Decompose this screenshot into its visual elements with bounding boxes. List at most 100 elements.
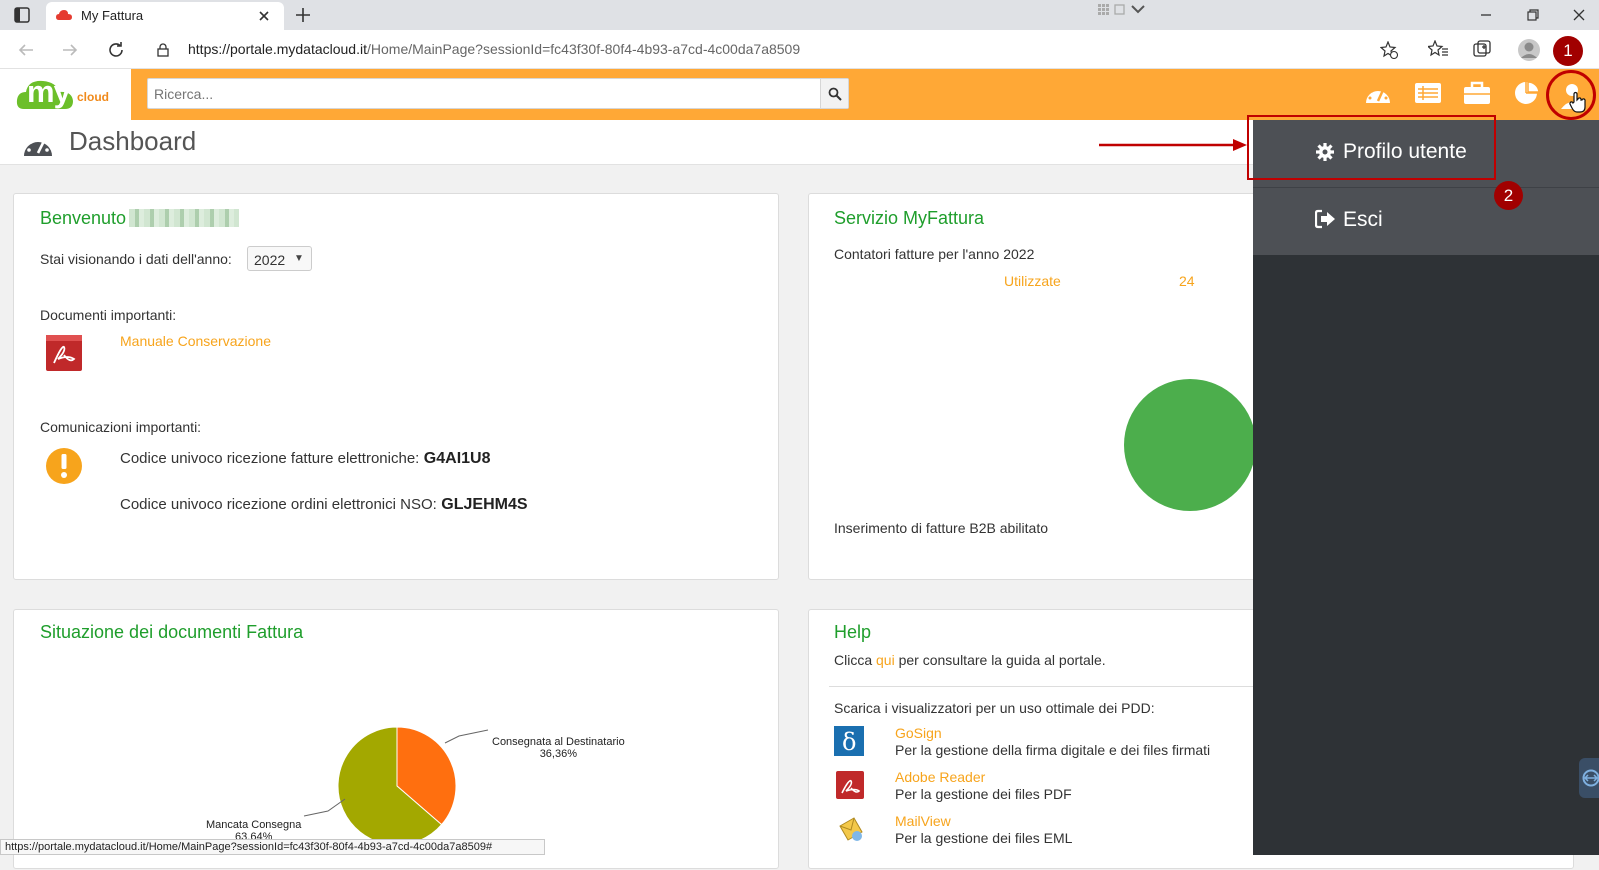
- browser-tab[interactable]: My Fattura: [46, 2, 284, 30]
- menu-divider: [1253, 187, 1599, 188]
- search-input[interactable]: [154, 79, 804, 108]
- search-button[interactable]: [820, 79, 848, 108]
- help-click-post: per consultare la guida al portale.: [898, 652, 1106, 668]
- help-guide-line: Clicca qui per consultare la guida al po…: [834, 652, 1106, 668]
- url-field[interactable]: https://portale.mydatacloud.it/Home/Main…: [143, 34, 1398, 65]
- pie-label-undelivered-name: Mancata Consegna: [206, 819, 302, 831]
- logo-subtext: cloud: [77, 90, 109, 104]
- annotation-step-1: 1: [1553, 36, 1583, 66]
- cloud-favicon-icon: [56, 10, 72, 20]
- pie-chart-icon[interactable]: [1513, 80, 1541, 106]
- mydatacloud-logo[interactable]: my cloud: [0, 69, 131, 120]
- gosign-link[interactable]: GoSign: [895, 725, 942, 741]
- logout-menu-label: Esci: [1343, 208, 1383, 231]
- gosign-desc: Per la gestione della firma digitale e d…: [895, 742, 1211, 758]
- window-tools-icon[interactable]: [1098, 3, 1148, 17]
- svg-text:δ: δ: [842, 728, 856, 756]
- annotation-step-2: 2: [1494, 181, 1523, 210]
- user-dropdown-menu: Profilo utente Esci: [1253, 120, 1599, 855]
- collections-icon[interactable]: [1473, 40, 1493, 58]
- browser-tabbar: My Fattura: [0, 0, 1599, 30]
- user-menu-button[interactable]: [1546, 70, 1596, 120]
- page-title: Dashboard: [69, 126, 197, 156]
- help-guide-link[interactable]: qui: [876, 652, 895, 668]
- documents-status-pie-chart: [303, 726, 489, 846]
- search-box: [147, 78, 849, 109]
- dashboard-gauge-icon[interactable]: [1364, 81, 1392, 105]
- welcome-title: Benvenuto: [40, 208, 127, 228]
- service-title: Servizio MyFattura: [834, 208, 985, 228]
- add-favorite-icon[interactable]: [1380, 41, 1398, 59]
- nso-code-label: Codice univoco ricezione ordini elettron…: [120, 496, 437, 513]
- logo-text: my: [27, 74, 71, 109]
- restore-icon[interactable]: [1527, 9, 1539, 21]
- annotation-arrow: [1099, 139, 1247, 151]
- pie-label-delivered: Consegnata al Destinatario 36,36%: [492, 736, 625, 760]
- pie-leader-line-delivered: [444, 729, 489, 744]
- close-tab-icon[interactable]: [258, 10, 270, 22]
- sdi-code-label: Codice univoco ricezione fatture elettro…: [120, 450, 420, 467]
- year-select[interactable]: 2022 ▼: [247, 246, 312, 271]
- help-title: Help: [834, 622, 872, 642]
- profile-avatar-icon[interactable]: [1517, 38, 1541, 62]
- help-click-pre: Clicca: [834, 652, 873, 668]
- manual-conservation-link[interactable]: Manuale Conservazione: [120, 333, 271, 349]
- list-table-icon[interactable]: [1414, 81, 1442, 105]
- communications-label: Comunicazioni importanti:: [40, 419, 202, 435]
- warning-icon: [46, 448, 82, 484]
- gosign-icon[interactable]: δ: [834, 726, 864, 756]
- year-select-value: 2022: [254, 252, 286, 268]
- profile-menu-label: Profilo utente: [1343, 140, 1467, 163]
- browser-status-url: https://portale.mydatacloud.it/Home/Main…: [0, 839, 545, 855]
- annotation-highlight-box: [1247, 115, 1496, 180]
- mailview-link[interactable]: MailView: [895, 813, 951, 829]
- logo-cloud-icon: [16, 80, 73, 109]
- documents-status-panel: Situazione dei documenti Fattura Consegn…: [13, 609, 779, 869]
- viewers-label: Scarica i visualizzatori per un uso otti…: [834, 700, 1155, 716]
- pie-slice-delivered[interactable]: [396, 726, 457, 826]
- tab-actions-icon[interactable]: [14, 7, 30, 23]
- url-path: /Home/MainPage?sessionId=fc43f30f-80f4-4…: [367, 41, 801, 57]
- teamviewer-icon: [1582, 769, 1599, 787]
- adobe-reader-link[interactable]: Adobe Reader: [895, 769, 986, 785]
- mailview-icon[interactable]: [836, 814, 866, 844]
- tab-title: My Fattura: [81, 8, 144, 23]
- back-icon[interactable]: [18, 42, 34, 58]
- side-support-tab[interactable]: [1579, 758, 1599, 798]
- pie-leader-line-undelivered: [303, 798, 346, 817]
- sdi-code-line: Codice univoco ricezione fatture elettro…: [120, 450, 491, 468]
- hand-cursor-icon: [1569, 91, 1586, 113]
- url-host: https://portale.mydatacloud.it: [188, 41, 367, 57]
- counters-label: Contatori fatture per l'anno 2022: [834, 246, 1035, 262]
- search-icon: [828, 87, 842, 101]
- close-window-icon[interactable]: [1573, 9, 1585, 21]
- sdi-code-value: G4AI1U8: [423, 450, 491, 467]
- welcome-panel: Benvenuto Stai visionando i dati dell'an…: [13, 193, 779, 580]
- gear-icon: [1316, 143, 1334, 161]
- adobe-reader-desc: Per la gestione dei files PDF: [895, 786, 1072, 802]
- minimize-icon[interactable]: [1480, 9, 1492, 21]
- adobe-reader-icon[interactable]: [836, 771, 864, 799]
- pdf-file-icon[interactable]: [44, 333, 84, 373]
- logout-icon: [1315, 209, 1335, 229]
- app-header: my cloud: [0, 69, 1599, 120]
- chevron-down-icon: ▼: [294, 253, 304, 264]
- forward-icon[interactable]: [62, 42, 78, 58]
- documents-status-title: Situazione dei documenti Fattura: [40, 622, 304, 642]
- mailview-desc: Per la gestione dei files EML: [895, 830, 1073, 846]
- refresh-icon[interactable]: [107, 41, 125, 59]
- nso-code-value: GLJEHM4S: [441, 496, 528, 513]
- usage-circle-chart: [1124, 379, 1256, 511]
- lock-icon[interactable]: [157, 43, 169, 57]
- briefcase-icon[interactable]: [1463, 80, 1491, 106]
- nso-code-line: Codice univoco ricezione ordini elettron…: [120, 496, 528, 514]
- new-tab-icon[interactable]: [295, 7, 311, 23]
- favorites-icon[interactable]: [1428, 40, 1448, 58]
- logout-menu-item[interactable]: Esci: [1253, 188, 1599, 254]
- profile-menu-item[interactable]: Profilo utente: [1253, 120, 1599, 186]
- blurred-username: [129, 209, 239, 227]
- used-value: 24: [1179, 273, 1195, 289]
- year-label: Stai visionando i dati dell'anno:: [40, 251, 232, 267]
- documents-label: Documenti importanti:: [40, 307, 177, 323]
- pie-label-delivered-pct: 36,36%: [539, 748, 577, 760]
